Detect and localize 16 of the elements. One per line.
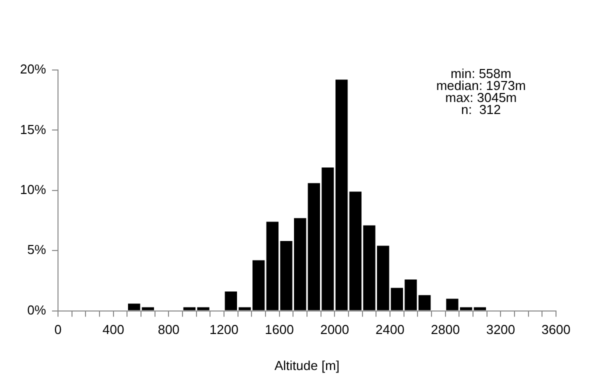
x-tick-label: 2400: [376, 322, 404, 338]
x-tick-label: 3200: [486, 322, 516, 338]
x-tick-label: 1200: [210, 322, 238, 338]
x-axis-title: Altitude [m]: [274, 358, 340, 373]
y-tick-label: 20%: [20, 62, 46, 77]
x-tick-label: 3600: [542, 322, 570, 338]
x-tick-label: 0: [54, 322, 62, 338]
x-tick-label: 2800: [430, 322, 460, 338]
y-tick-label: 0%: [27, 302, 46, 318]
x-tick-label: 800: [158, 322, 180, 338]
y-tick-label: 15%: [20, 122, 46, 137]
x-tick-label: 1600: [264, 322, 294, 338]
y-tick-label: 5%: [27, 242, 46, 258]
x-tick-label: 400: [102, 322, 124, 338]
x-tick-label: 2000: [320, 322, 350, 338]
y-tick-label: 10%: [20, 182, 46, 197]
